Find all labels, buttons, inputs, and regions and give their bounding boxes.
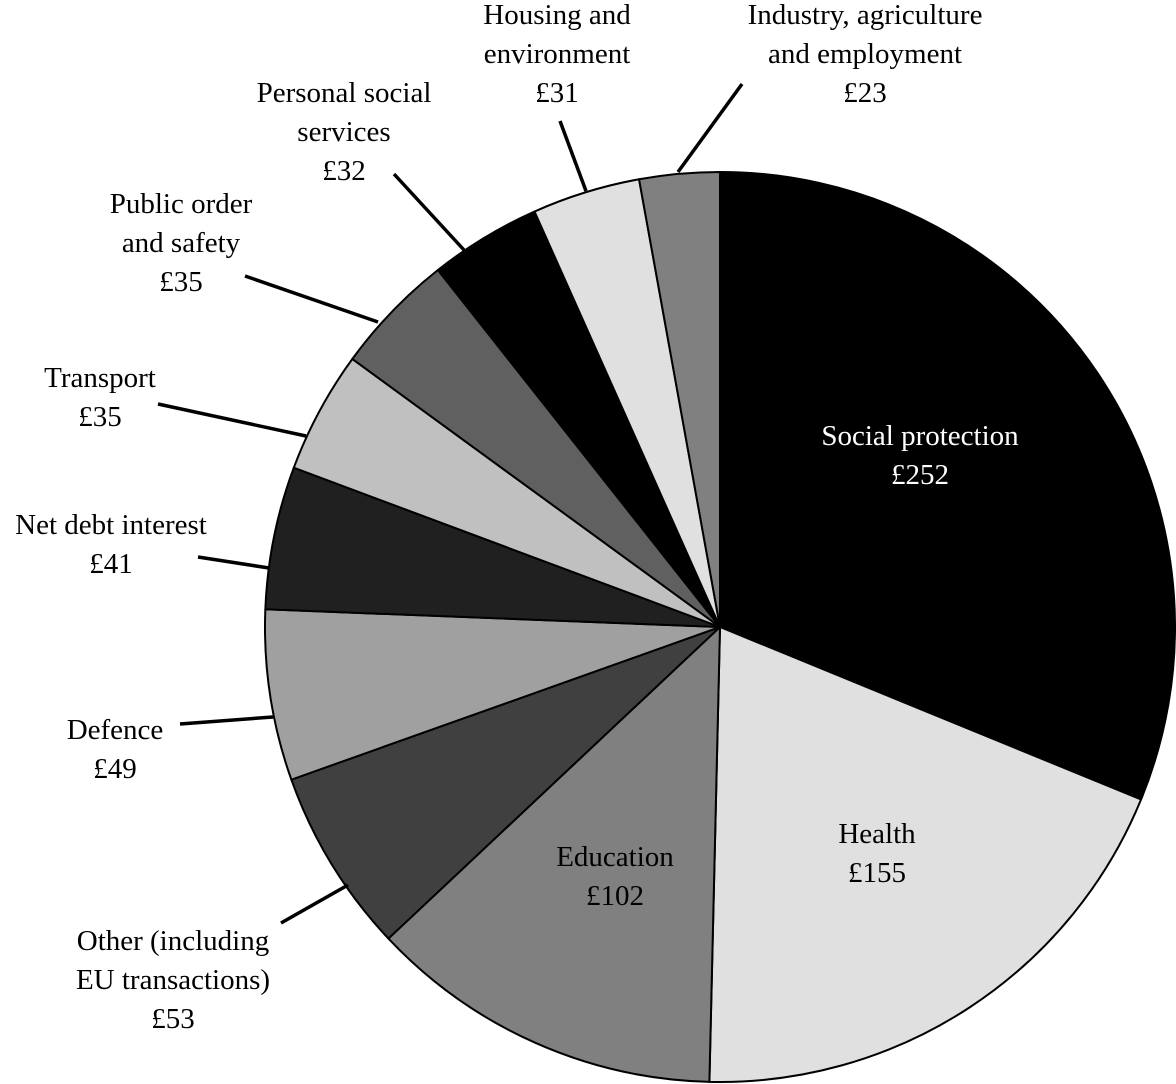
leader-line-other-including-eu-transactions	[280, 883, 349, 925]
slice-category-label: services	[297, 116, 390, 148]
pie-slice-defence	[263, 608, 721, 781]
leader-line-defence	[179, 715, 274, 726]
slice-category-label: and safety	[122, 227, 241, 259]
pie-slice-social-protection	[719, 171, 1176, 801]
slice-category-label: environment	[484, 38, 631, 70]
slice-value-label: £155	[848, 857, 906, 889]
slice-value-label: £35	[78, 401, 122, 433]
slice-label-education: Education £102	[556, 841, 674, 912]
leader-line-net-debt-interest	[197, 555, 270, 570]
pie-slice-health	[708, 626, 1143, 1083]
slice-value-label: £35	[159, 266, 203, 298]
slice-value-label: £49	[93, 753, 137, 785]
pie-slice-net-debt-interest	[264, 466, 721, 628]
slice-label-industry-agriculture-and-employment: Industry, agriculture and employment £23	[748, 0, 983, 109]
slice-value-label: £102	[586, 880, 644, 912]
slice-label-personal-social-services: Personal social services £32	[257, 77, 432, 187]
slice-value-label: £31	[535, 77, 579, 109]
slice-category-label: Personal social	[257, 77, 432, 109]
leader-line-housing-and-environment	[558, 120, 588, 192]
slice-value-label: £41	[89, 548, 133, 580]
pie-slice-other-including-eu-transactions	[290, 626, 721, 940]
slice-category-label: Education	[556, 841, 674, 873]
slice-label-housing-and-environment: Housing and environment £31	[483, 0, 631, 109]
slice-labels: Social protection £252 Health £155 Education…	[15, 0, 1019, 1035]
slice-category-label: Transport	[44, 362, 156, 394]
slice-category-label: Health	[838, 818, 916, 850]
slice-value-label: £23	[843, 77, 887, 109]
leader-lines	[157, 82, 744, 925]
slice-category-label: EU transactions)	[76, 964, 270, 996]
slice-value-label: £252	[891, 459, 949, 491]
slice-category-label: Defence	[67, 714, 164, 746]
slice-category-label: Net debt interest	[15, 509, 207, 541]
slice-label-net-debt-interest: Net debt interest £41	[15, 509, 207, 580]
slice-value-label: £53	[151, 1003, 195, 1035]
slice-category-label: Housing and	[483, 0, 631, 31]
slice-label-public-order-and-safety: Public order and safety £35	[110, 188, 253, 298]
slice-value-label: £32	[322, 155, 366, 187]
slice-category-label: Other (including	[77, 925, 269, 957]
leader-line-industry-agriculture-and-employment	[676, 82, 744, 174]
slice-label-other-including-eu-transactions: Other (including EU transactions) £53	[76, 925, 270, 1035]
slice-label-social-protection: Social protection £252	[821, 420, 1019, 491]
leader-line-personal-social-services	[392, 172, 466, 252]
slice-category-label: Social protection	[821, 420, 1019, 452]
leader-line-public-order-and-safety	[244, 274, 379, 324]
slice-label-defence: Defence £49	[67, 714, 164, 785]
pie-slice-industry-agriculture-and-employment	[638, 171, 721, 628]
leader-line-transport	[157, 402, 307, 438]
slice-category-label: and employment	[768, 38, 962, 70]
slice-category-label: Industry, agriculture	[748, 0, 983, 31]
slice-label-health: Health £155	[838, 818, 916, 889]
slice-category-label: Public order	[110, 188, 253, 220]
slice-label-transport: Transport £35	[44, 362, 156, 433]
pie-slice-education	[387, 626, 721, 1083]
pie-slices	[263, 171, 1176, 1083]
